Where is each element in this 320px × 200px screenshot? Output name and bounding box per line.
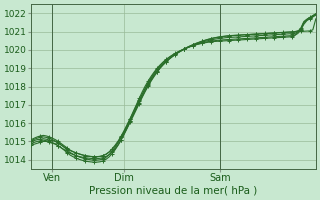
X-axis label: Pression niveau de la mer( hPa ): Pression niveau de la mer( hPa ) <box>90 186 258 196</box>
